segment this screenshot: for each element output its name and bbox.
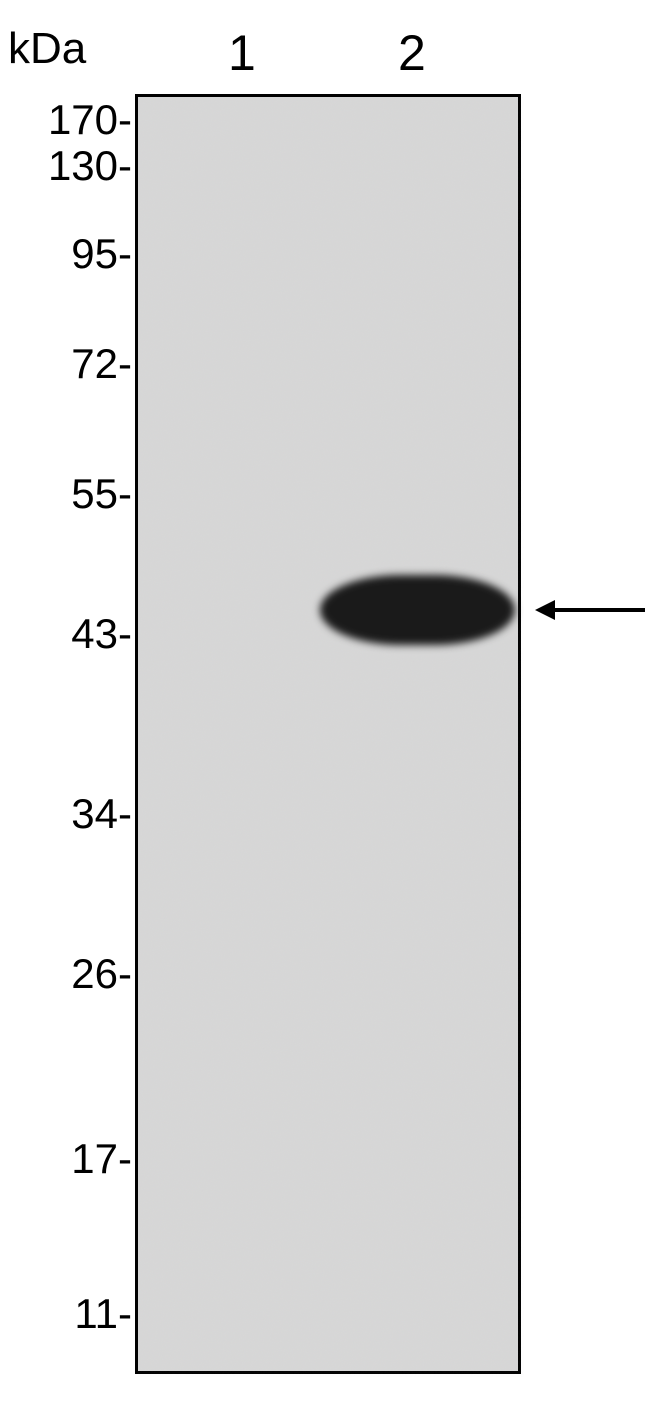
marker-130: 130- (48, 142, 132, 190)
unit-label: kDa (8, 24, 86, 74)
marker-34: 34- (71, 790, 132, 838)
marker-17: 17- (71, 1135, 132, 1183)
marker-43: 43- (71, 610, 132, 658)
protein-band-lane2 (320, 575, 515, 645)
western-blot-figure: kDa 1 2 170- 130- 95- 72- 55- 43- 34- 26… (0, 0, 650, 1401)
marker-55: 55- (71, 470, 132, 518)
marker-72: 72- (71, 340, 132, 388)
marker-95: 95- (71, 230, 132, 278)
arrow-head-icon (535, 600, 555, 620)
lane-1-label: 1 (228, 24, 256, 82)
blot-membrane (135, 94, 521, 1374)
arrow-shaft (553, 608, 645, 612)
band-arrow (535, 600, 645, 620)
membrane-noise (138, 97, 524, 1377)
marker-11: 11- (74, 1290, 132, 1338)
marker-26: 26- (71, 950, 132, 998)
marker-170: 170- (48, 96, 132, 144)
lane-2-label: 2 (398, 24, 426, 82)
